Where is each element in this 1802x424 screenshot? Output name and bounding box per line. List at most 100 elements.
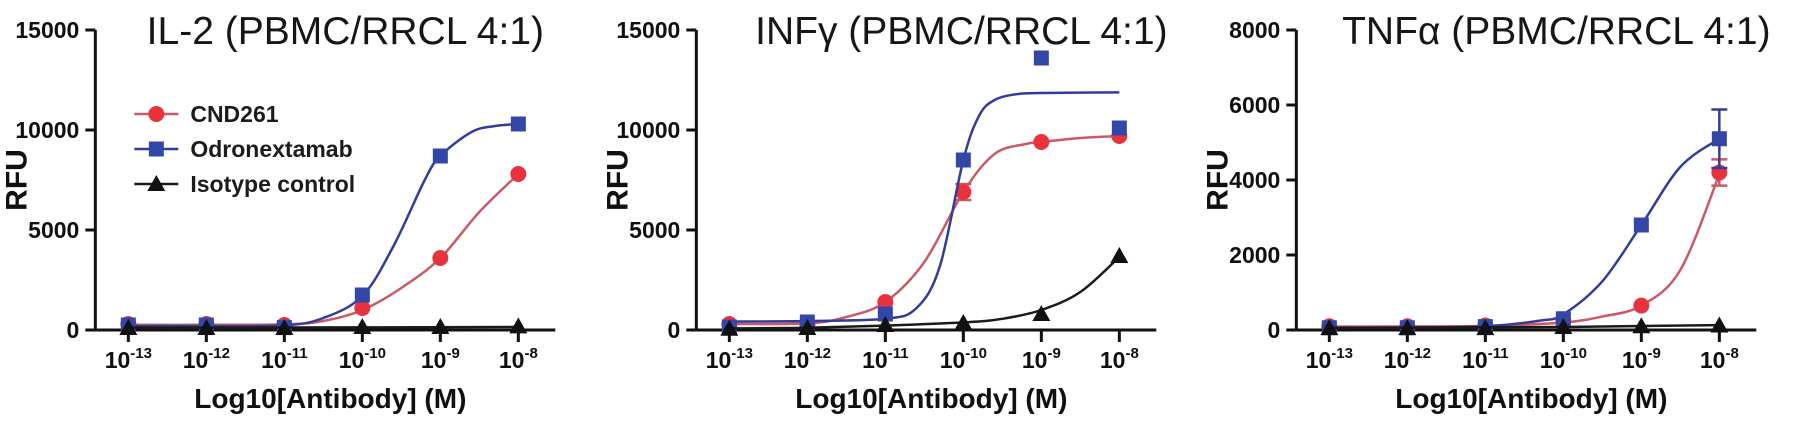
chart-title: TNFα (PBMC/RRCL 4:1) [1342, 10, 1770, 53]
x-tick-label: 10-10 [939, 345, 986, 373]
x-tick-label: 10-12 [1384, 345, 1431, 373]
plot-area: 0 2000 4000 6000 8000 10-13 10-12 10-11 10-10 10-… [1230, 17, 1757, 373]
x-axis-label: Log10[Antibody] (M) [795, 383, 1067, 414]
series-isotype-control [119, 317, 528, 335]
y-tick-label: 8000 [1230, 17, 1281, 43]
chart-il2: IL-2 (PBMC/RRCL 4:1) RFU Log10[Antibody]… [0, 10, 556, 414]
y-tick-label: 0 [67, 317, 80, 343]
y-tick-label: 15000 [15, 17, 79, 43]
data-point-triangle-up [1032, 305, 1051, 321]
y-tick-label: 5000 [28, 217, 79, 243]
chart-title: INFγ (PBMC/RRCL 4:1) [755, 10, 1167, 53]
x-tick-label: 10-11 [261, 345, 307, 373]
series-odronextamab [721, 50, 1127, 335]
data-point-triangle-up [1320, 319, 1339, 336]
data-point-circle [877, 294, 894, 310]
data-point-square [432, 148, 448, 164]
x-tick-label: 10-11 [862, 345, 908, 373]
y-axis-label: RFU [0, 149, 33, 211]
fit-curve [728, 91, 1120, 323]
data-point-triangle-up [275, 319, 294, 335]
x-tick-label: 10-8 [499, 345, 538, 373]
data-point-square [510, 116, 526, 132]
chart-panel-tnfa: TNFα (PBMC/RRCL 4:1) RFU Log10[Antibody]… [1201, 0, 1802, 424]
y-tick-label: 4000 [1230, 167, 1281, 193]
data-point-triangle-up [353, 318, 372, 334]
x-tick-label: 10-13 [105, 345, 152, 373]
data-point-triangle-up [876, 316, 895, 332]
data-point-triangle-up [954, 314, 973, 330]
y-tick-label: 0 [1268, 317, 1281, 343]
data-point-square [1111, 120, 1127, 136]
y-tick-label: 10000 [15, 117, 79, 143]
data-point-square [1712, 131, 1728, 147]
data-point-triangle-up [197, 319, 216, 335]
data-point-triangle-up [431, 318, 450, 334]
x-tick-label: 10-13 [705, 345, 752, 373]
x-tick-label: 10-12 [783, 345, 830, 373]
fit-curve [1329, 137, 1721, 329]
chart-infg: INFγ (PBMC/RRCL 4:1) RFU Log10[Antibody]… [601, 10, 1167, 414]
series-isotype-control [1320, 316, 1729, 336]
x-tick-label: 10-10 [339, 345, 386, 373]
fit-curve [1329, 323, 1720, 329]
x-tick-label: 10-9 [421, 345, 460, 373]
series-cnd261 [721, 128, 1128, 333]
data-point-circle [955, 184, 972, 200]
y-tick-label: 0 [667, 317, 680, 343]
data-point-circle [1033, 134, 1050, 150]
legend-label: Isotype control [190, 171, 355, 197]
y-tick-label: 10000 [616, 117, 680, 143]
axes: 0 5000 10000 15000 10-13 10-12 10-11 10-10 10-9 1… [616, 17, 1157, 373]
chart-panel-infg: INFγ (PBMC/RRCL 4:1) RFU Log10[Antibody]… [601, 0, 1202, 424]
data-point-circle [510, 166, 527, 182]
x-tick-label: 10-8 [1700, 345, 1739, 373]
x-tick-label: 10-13 [1306, 345, 1353, 373]
data-point-triangle-up [720, 319, 739, 336]
data-point-triangle-up [509, 317, 528, 334]
plot-area: 0 5000 10000 15000 10-13 10-12 10-11 10-10 10-9 1… [616, 17, 1157, 373]
plot-area: 0 5000 10000 15000 10-13 10-12 10-11 10-10 10-9 1… [15, 17, 556, 373]
x-axis-label: Log10[Antibody] (M) [1396, 383, 1668, 414]
legend-label: Odronextamab [190, 136, 352, 162]
x-axis-label: Log10[Antibody] (M) [194, 383, 466, 414]
data-point-square [354, 287, 370, 303]
x-tick-label: 10-11 [1462, 345, 1508, 373]
legend-marker-triangle-up [147, 175, 166, 191]
fit-curve [728, 256, 1120, 330]
fit-curve [728, 134, 1120, 326]
fit-curve [128, 325, 519, 329]
x-tick-label: 10-9 [1622, 345, 1661, 373]
y-tick-label: 2000 [1230, 242, 1281, 268]
legend-label: CND261 [190, 101, 278, 127]
series-isotype-control [720, 247, 1129, 336]
y-axis-label: RFU [1202, 149, 1235, 211]
data-point-square [1634, 217, 1650, 233]
axes: 0 2000 4000 6000 8000 10-13 10-12 10-11 10-10 10-… [1230, 17, 1757, 373]
chart-tnfa: TNFα (PBMC/RRCL 4:1) RFU Log10[Antibody]… [1202, 10, 1771, 414]
data-point-triangle-up [1554, 318, 1573, 334]
data-point-square [877, 306, 893, 322]
data-point-triangle-up [1476, 319, 1495, 336]
x-tick-label: 10-9 [1022, 345, 1061, 373]
data-point-triangle-up [1398, 319, 1417, 336]
y-tick-label: 6000 [1230, 92, 1281, 118]
y-tick-label: 5000 [629, 217, 680, 243]
axes: 0 5000 10000 15000 10-13 10-12 10-11 10-10 10-9 1… [15, 17, 556, 373]
y-tick-label: 15000 [616, 17, 680, 43]
x-tick-label: 10-12 [183, 345, 230, 373]
fit-curve [128, 122, 519, 328]
data-point-triangle-up [798, 319, 817, 335]
fit-curve [1329, 173, 1721, 328]
data-point-square [1033, 50, 1049, 66]
data-point-circle [432, 250, 449, 266]
x-tick-label: 10-10 [1540, 345, 1587, 373]
legend-marker-circle [148, 106, 165, 122]
legend: CND261 Odronextamab Isotype control [134, 101, 355, 197]
data-point-circle [354, 300, 371, 316]
x-tick-label: 10-8 [1100, 345, 1139, 373]
y-axis-label: RFU [601, 149, 634, 211]
data-point-triangle-up [1632, 317, 1651, 334]
data-point-circle [1633, 297, 1650, 314]
data-point-triangle-up [1110, 247, 1129, 263]
